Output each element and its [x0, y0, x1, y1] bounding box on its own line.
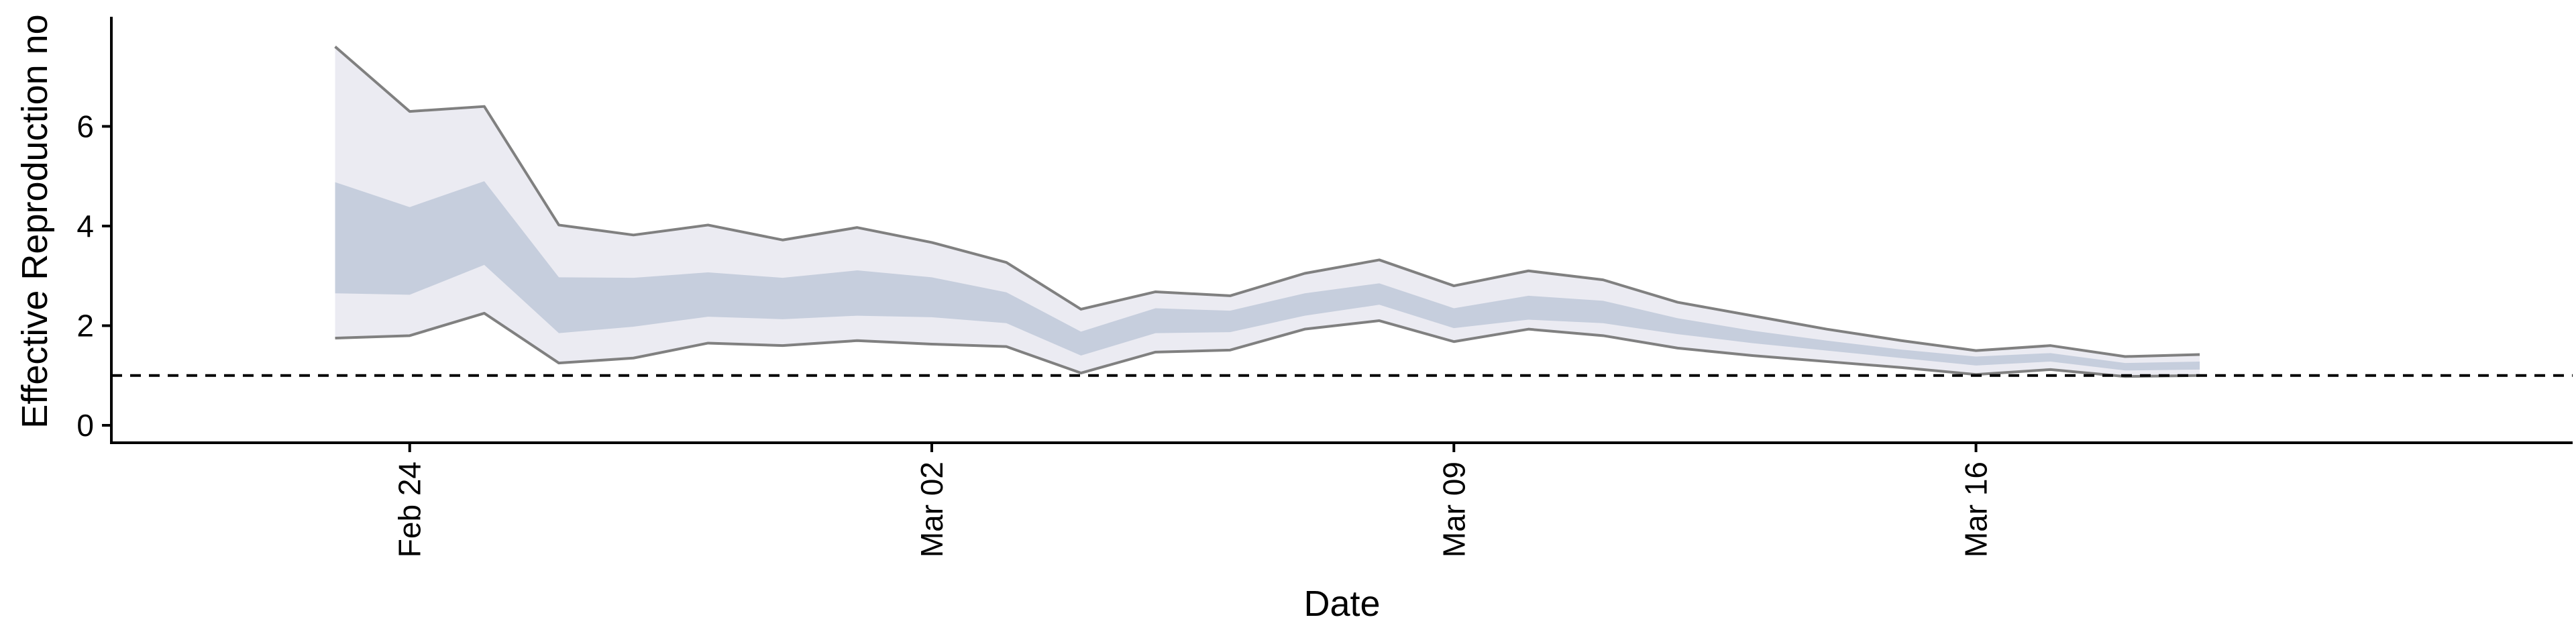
y-tick-label: 2 [76, 308, 94, 343]
y-ticks: 0 2 4 6 [76, 109, 111, 443]
x-tick-label: Mar 09 [1436, 462, 1471, 557]
x-tick-label: Mar 16 [1959, 462, 1994, 557]
band-layer [335, 46, 2200, 377]
y-tick-label: 0 [76, 408, 94, 443]
y-tick-label: 4 [76, 209, 94, 244]
inner-band [335, 181, 2200, 371]
x-tick-label: Mar 02 [914, 462, 949, 557]
y-axis-title: Effective Reproduction no [15, 14, 55, 428]
outer-band-upper-line [334, 46, 2200, 358]
outer-band-lower-line [335, 311, 2200, 378]
y-tick-label: 6 [76, 109, 94, 144]
x-tick-label: Feb 24 [392, 462, 427, 557]
x-ticks: Feb 24 Mar 02 Mar 09 Mar 16 [392, 443, 1994, 557]
x-axis-title: Date [1303, 584, 1380, 624]
edge-layer [334, 46, 2200, 378]
